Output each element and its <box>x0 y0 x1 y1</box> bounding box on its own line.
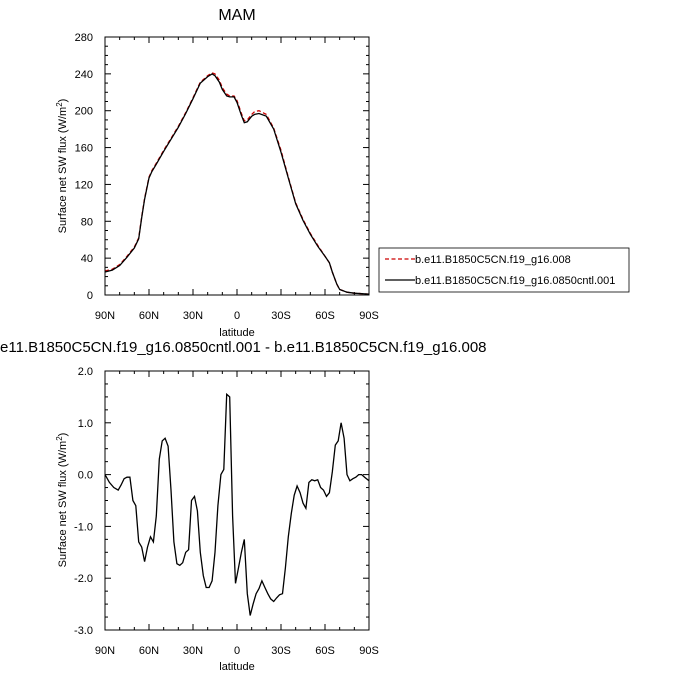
bottom-ytick-label: -1.0 <box>74 521 93 533</box>
bottom-ytick-label: 0.0 <box>78 470 93 482</box>
top-chart-title: MAM <box>218 7 255 24</box>
legend-box <box>378 247 630 293</box>
top-series-line-0 <box>104 72 370 295</box>
top-xtick-label: 0 <box>234 310 240 322</box>
top-plot-frame <box>104 36 370 296</box>
bottom-plot-frame <box>104 370 370 631</box>
bottom-axis-ticks: 90N 60N 30N 0 30S 60S 90S -3.0 -2.0 -1.0 0.0 1.0 2.0 <box>74 366 379 657</box>
top-xtick-label: 60N <box>139 310 159 322</box>
bottom-xtick-label: 90N <box>95 645 115 657</box>
bottom-xtick-label: 60S <box>315 645 335 657</box>
top-ytick-label: 280 <box>75 32 93 44</box>
bottom-ytick-label: -3.0 <box>74 625 93 637</box>
bottom-series-lines <box>104 392 370 616</box>
top-series-lines <box>104 72 370 295</box>
panel-bottom: b.e11.B1850C5CN.f19_g16.0850cntl.001 - b… <box>0 339 486 673</box>
top-ytick-label: 80 <box>81 216 93 228</box>
top-ytick-label: 120 <box>75 179 93 191</box>
top-series-line-1 <box>104 73 370 295</box>
bottom-xtick-label: 30N <box>183 645 203 657</box>
bottom-xtick-label: 30S <box>271 645 291 657</box>
top-axis-ticks: 90N 60N 30N 0 30S 60S 90S 0 40 80 120 160 200 240 280 <box>75 32 379 322</box>
bottom-ytick-label: 1.0 <box>78 418 93 430</box>
bottom-xtick-label: 90S <box>359 645 379 657</box>
top-xtick-label: 30N <box>183 310 203 322</box>
top-ytick-label: 200 <box>75 106 93 118</box>
top-xtick-label: 90S <box>359 310 379 322</box>
top-x-axis-label: latitude <box>219 327 254 339</box>
bottom-ytick-label: -2.0 <box>74 573 93 585</box>
bottom-series-line-0 <box>104 392 370 616</box>
bottom-x-axis-label: latitude <box>219 661 254 673</box>
bottom-chart-title: b.e11.B1850C5CN.f19_g16.0850cntl.001 - b… <box>0 339 486 356</box>
bottom-xtick-label: 0 <box>234 645 240 657</box>
top-ytick-label: 0 <box>87 290 93 302</box>
bottom-ytick-label: 2.0 <box>78 366 93 378</box>
top-xtick-label: 60S <box>315 310 335 322</box>
legend-label-cntl: b.e11.B1850C5CN.f19_g16.0850cntl.001 <box>415 275 615 287</box>
top-ytick-label: 240 <box>75 69 93 81</box>
top-ytick-label: 40 <box>81 253 93 265</box>
legend: b.e11.B1850C5CN.f19_g16.008 b.e11.B1850C… <box>378 247 630 293</box>
panel-top: MAM 90N 60N 30N 0 30S 60S 90S 0 40 80 120 160 200 240… <box>55 7 630 339</box>
top-ytick-label: 160 <box>75 143 93 155</box>
top-xtick-label: 30S <box>271 310 291 322</box>
legend-label-008: b.e11.B1850C5CN.f19_g16.008 <box>415 254 571 266</box>
top-xtick-label: 90N <box>95 310 115 322</box>
bottom-y-axis-label: Surface net SW flux (W/m2) <box>55 433 69 568</box>
top-y-axis-label: Surface net SW flux (W/m2) <box>55 99 69 234</box>
bottom-xtick-label: 60N <box>139 645 159 657</box>
